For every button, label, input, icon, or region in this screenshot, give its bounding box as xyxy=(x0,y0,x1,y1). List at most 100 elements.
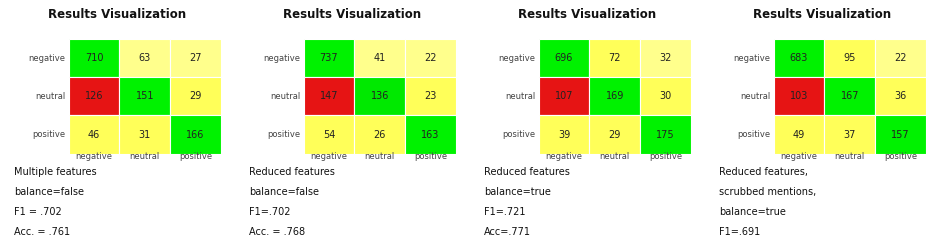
Text: balance=true: balance=true xyxy=(719,207,786,217)
Text: negative: negative xyxy=(28,54,66,63)
Text: 29: 29 xyxy=(608,130,621,140)
Text: balance=false: balance=false xyxy=(14,187,84,197)
Bar xyxy=(170,115,221,154)
Bar xyxy=(774,115,824,154)
Text: 36: 36 xyxy=(894,92,907,101)
Text: 32: 32 xyxy=(659,53,672,63)
Text: 683: 683 xyxy=(790,53,808,63)
Text: 166: 166 xyxy=(186,130,205,140)
Text: neutral: neutral xyxy=(600,152,630,161)
Text: negative: negative xyxy=(263,54,301,63)
Text: 696: 696 xyxy=(555,53,573,63)
Text: 29: 29 xyxy=(189,92,202,101)
Bar xyxy=(589,77,640,115)
Text: neutral: neutral xyxy=(835,152,865,161)
Bar xyxy=(170,77,221,115)
Bar xyxy=(589,115,640,154)
Text: 151: 151 xyxy=(135,92,154,101)
Text: neutral: neutral xyxy=(741,92,771,101)
Text: 39: 39 xyxy=(557,130,571,140)
Text: 167: 167 xyxy=(840,92,859,101)
Text: 27: 27 xyxy=(189,53,202,63)
Bar xyxy=(405,115,456,154)
Text: 37: 37 xyxy=(843,130,856,140)
Bar xyxy=(69,115,119,154)
Text: negative: negative xyxy=(545,152,583,161)
Bar xyxy=(354,77,405,115)
Text: F1 = .702: F1 = .702 xyxy=(14,207,62,217)
Bar xyxy=(119,115,170,154)
Text: F1=.721: F1=.721 xyxy=(484,207,525,217)
Bar xyxy=(119,39,170,77)
Bar xyxy=(539,115,589,154)
Text: Reduced features: Reduced features xyxy=(484,167,570,177)
Bar xyxy=(304,77,354,115)
Text: 175: 175 xyxy=(656,130,675,140)
Bar xyxy=(405,77,456,115)
Text: negative: negative xyxy=(780,152,818,161)
Text: negative: negative xyxy=(310,152,348,161)
Text: 103: 103 xyxy=(790,92,808,101)
Text: neutral: neutral xyxy=(365,152,395,161)
Text: 163: 163 xyxy=(421,130,440,140)
Text: Reduced features: Reduced features xyxy=(249,167,335,177)
Bar xyxy=(875,77,926,115)
Text: neutral: neutral xyxy=(271,92,301,101)
Text: 710: 710 xyxy=(85,53,103,63)
Text: positive: positive xyxy=(33,130,66,139)
Bar xyxy=(354,39,405,77)
Text: positive: positive xyxy=(738,130,771,139)
Text: negative: negative xyxy=(498,54,536,63)
Text: 737: 737 xyxy=(320,53,338,63)
Text: neutral: neutral xyxy=(506,92,536,101)
Bar xyxy=(875,115,926,154)
Text: balance=true: balance=true xyxy=(484,187,551,197)
Text: Reduced features,: Reduced features, xyxy=(719,167,808,177)
Bar xyxy=(354,115,405,154)
Text: negative: negative xyxy=(733,54,771,63)
Text: positive: positive xyxy=(268,130,301,139)
Bar xyxy=(824,77,875,115)
Text: Acc=.771: Acc=.771 xyxy=(484,227,531,237)
Text: balance=false: balance=false xyxy=(249,187,319,197)
Text: 147: 147 xyxy=(320,92,338,101)
Text: Acc. = .761: Acc. = .761 xyxy=(14,227,70,237)
Bar xyxy=(640,77,691,115)
Text: 54: 54 xyxy=(322,130,336,140)
Bar xyxy=(774,77,824,115)
Bar xyxy=(824,115,875,154)
Text: Results Visualization: Results Visualization xyxy=(49,8,186,21)
Bar xyxy=(69,77,119,115)
Text: 23: 23 xyxy=(424,92,437,101)
Text: positive: positive xyxy=(414,152,447,161)
Text: positive: positive xyxy=(503,130,536,139)
Bar xyxy=(539,77,589,115)
Text: scrubbed mentions,: scrubbed mentions, xyxy=(719,187,816,197)
Text: 22: 22 xyxy=(894,53,907,63)
Text: 157: 157 xyxy=(891,130,910,140)
Text: 46: 46 xyxy=(87,130,101,140)
Bar xyxy=(640,115,691,154)
Text: negative: negative xyxy=(75,152,113,161)
Bar xyxy=(824,39,875,77)
Text: 63: 63 xyxy=(138,53,151,63)
Text: Acc. = .768: Acc. = .768 xyxy=(249,227,306,237)
Text: 136: 136 xyxy=(370,92,389,101)
Text: Results Visualization: Results Visualization xyxy=(519,8,656,21)
Text: 95: 95 xyxy=(843,53,856,63)
Text: F1=.702: F1=.702 xyxy=(249,207,290,217)
Text: 30: 30 xyxy=(659,92,672,101)
Text: 26: 26 xyxy=(373,130,386,140)
Text: Results Visualization: Results Visualization xyxy=(754,8,891,21)
Text: 169: 169 xyxy=(605,92,624,101)
Bar xyxy=(640,39,691,77)
Bar xyxy=(170,39,221,77)
Bar xyxy=(405,39,456,77)
Text: 107: 107 xyxy=(555,92,573,101)
Bar xyxy=(304,39,354,77)
Text: 72: 72 xyxy=(608,53,621,63)
Text: neutral: neutral xyxy=(36,92,66,101)
Text: F1=.691: F1=.691 xyxy=(719,227,760,237)
Text: neutral: neutral xyxy=(130,152,160,161)
Text: 31: 31 xyxy=(138,130,151,140)
